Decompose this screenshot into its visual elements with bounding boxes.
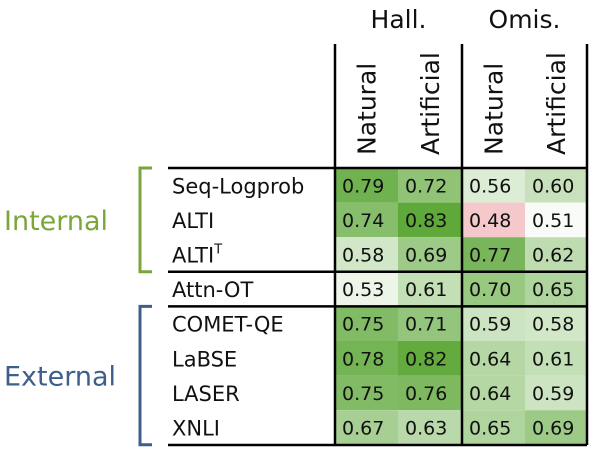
cell-value-label: 0.72 xyxy=(405,175,447,197)
heatmap-cell xyxy=(335,410,398,445)
cell-value-label: 0.74 xyxy=(342,210,384,232)
cell-value-label: 0.70 xyxy=(469,279,511,301)
heatmap-cell xyxy=(462,341,525,376)
cell-value-label: 0.75 xyxy=(342,314,384,336)
heatmap-cell xyxy=(398,202,462,238)
column-label: Artificial xyxy=(542,52,571,155)
cell-value-label: 0.61 xyxy=(405,279,447,301)
cell-value-label: 0.59 xyxy=(469,314,511,336)
column-label: Artificial xyxy=(416,52,445,155)
row-label: LASER xyxy=(172,382,240,406)
heatmap-cell xyxy=(525,375,587,411)
cell-value-label: 0.76 xyxy=(405,383,447,405)
cell-value-label: 0.65 xyxy=(532,279,574,301)
cell-value-label: 0.65 xyxy=(469,418,511,440)
heatmap-cell xyxy=(525,341,587,376)
row-label: COMET-QE xyxy=(172,313,284,337)
cell-value-label: 0.64 xyxy=(469,348,511,370)
heatmap-cell xyxy=(462,375,525,411)
cell-value-label: 0.51 xyxy=(532,210,574,232)
heatmap-cell xyxy=(525,410,587,445)
cell-value-label: 0.82 xyxy=(405,348,447,370)
heatmap-cell xyxy=(398,271,462,307)
cell-value-label: 0.71 xyxy=(405,314,447,336)
cell-value-label: 0.62 xyxy=(532,245,574,267)
cell-value-label: 0.77 xyxy=(469,245,511,267)
heatmap-cell xyxy=(462,168,525,203)
row-label: XNLI xyxy=(172,417,220,441)
cell-value-label: 0.83 xyxy=(405,210,447,232)
group-bracket xyxy=(138,304,152,447)
cell-value-label: 0.53 xyxy=(342,279,384,301)
heatmap-cell xyxy=(335,202,398,238)
cell-value-label: 0.58 xyxy=(532,314,574,336)
heatmap-cell xyxy=(525,237,587,272)
heatmap-cell xyxy=(462,306,525,341)
cell-value-label: 0.59 xyxy=(532,383,574,405)
cell-value-label: 0.64 xyxy=(469,383,511,405)
row-group-label: External xyxy=(4,362,116,393)
cell-value-label: 0.79 xyxy=(342,175,384,197)
heatmap-cell xyxy=(525,306,587,341)
row-label: Attn-OT xyxy=(172,278,253,302)
heatmap-cell xyxy=(335,375,398,411)
heatmap-cell xyxy=(398,306,462,341)
row-label: ALTIT xyxy=(172,243,222,268)
heatmap-cell xyxy=(462,237,525,272)
heatmap-cell xyxy=(335,271,398,307)
cell-value-label: 0.69 xyxy=(405,245,447,267)
cell-value-label: 0.48 xyxy=(469,210,511,232)
heatmap-cell xyxy=(398,341,462,376)
heatmap-cell xyxy=(398,237,462,272)
row-label: LaBSE xyxy=(172,347,237,371)
heatmap-cell xyxy=(398,410,462,445)
row-label: ALTI xyxy=(172,209,214,233)
cell-value-label: 0.69 xyxy=(532,418,574,440)
row-label: Seq-Logprob xyxy=(172,174,304,198)
group-bracket xyxy=(138,166,152,274)
cell-value-label: 0.56 xyxy=(469,175,511,197)
heatmap-cell xyxy=(335,168,398,203)
heatmap-cell xyxy=(398,375,462,411)
heatmap-cell xyxy=(335,306,398,341)
heatmap-cell xyxy=(525,202,587,238)
column-group-label: Omis. xyxy=(489,5,561,34)
cell-value-label: 0.58 xyxy=(342,245,384,267)
column-label: Natural xyxy=(353,63,382,155)
heatmap-cell xyxy=(462,410,525,445)
row-group-label: Internal xyxy=(4,206,108,237)
cell-value-label: 0.67 xyxy=(342,418,384,440)
cell-value-label: 0.60 xyxy=(532,175,574,197)
column-group-label: Hall. xyxy=(371,5,427,34)
cell-value-label: 0.61 xyxy=(532,348,574,370)
cell-value-label: 0.63 xyxy=(405,418,447,440)
heatmap-cell xyxy=(335,237,398,272)
cell-value-label: 0.75 xyxy=(342,383,384,405)
heatmap-cell xyxy=(462,202,525,238)
heatmap-cell xyxy=(335,341,398,376)
column-label: Natural xyxy=(480,63,509,155)
cell-value-label: 0.78 xyxy=(342,348,384,370)
heatmap-cell xyxy=(462,271,525,307)
heatmap-cell xyxy=(525,271,587,307)
heatmap-cell xyxy=(398,168,462,203)
heatmap-cell xyxy=(525,168,587,203)
